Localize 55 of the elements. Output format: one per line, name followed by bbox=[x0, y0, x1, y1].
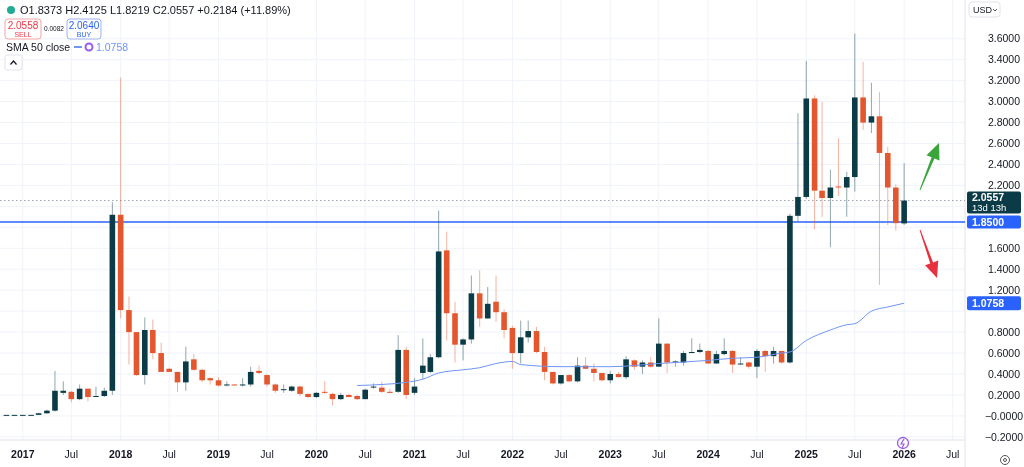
x-tick-label: Jul bbox=[750, 448, 764, 460]
y-tick-label: 2.8000 bbox=[987, 116, 1021, 129]
y-tick-label: −0.0000 bbox=[984, 409, 1024, 422]
currency-dropdown: USD bbox=[968, 1, 1001, 18]
x-tick-label: 2025 bbox=[794, 448, 819, 460]
candlestick bbox=[321, 380, 328, 395]
y-tick-label: 3.0000 bbox=[987, 95, 1021, 108]
candlestick bbox=[688, 337, 695, 354]
y-tick-label: 1.2000 bbox=[987, 283, 1021, 296]
y-tick-label: 2.4000 bbox=[987, 158, 1021, 171]
x-tick-label: Jul bbox=[848, 448, 862, 460]
y-tick-label: 0.4000 bbox=[987, 367, 1021, 380]
y-tick-label: 3.6000 bbox=[987, 32, 1021, 45]
candlestick bbox=[93, 386, 99, 398]
x-tick-label: 2026 bbox=[892, 448, 916, 460]
x-tick-label: 2020 bbox=[304, 448, 329, 460]
ref-line-label: 2.0557 bbox=[972, 191, 1005, 204]
annotation: 2.0640 bbox=[68, 20, 100, 31]
x-tick-label: Jul bbox=[64, 448, 79, 460]
x-tick-label: Jul bbox=[358, 448, 372, 460]
text: 13d 13h bbox=[972, 201, 1007, 213]
candlestick bbox=[387, 388, 393, 394]
x-tick-label: 2022 bbox=[500, 448, 525, 460]
line-series bbox=[356, 302, 905, 387]
x-tick-label: Jul bbox=[162, 448, 176, 460]
candlestick bbox=[224, 380, 230, 388]
y-tick-label: 0.8000 bbox=[987, 325, 1021, 338]
legend-label: SMA 50 close bbox=[6, 41, 71, 53]
y-tick-label: 0.2000 bbox=[987, 388, 1021, 401]
ref-line-label: 1.8500 bbox=[972, 215, 1005, 228]
y-tick-label: −0.2000 bbox=[984, 430, 1024, 443]
x-tick-label: 2018 bbox=[108, 448, 133, 460]
text: 1.0758 bbox=[972, 296, 1005, 309]
x-tick-label: 2019 bbox=[206, 448, 231, 460]
x-tick-label: Jul bbox=[945, 448, 960, 460]
annotation: 1.0758 bbox=[96, 41, 129, 53]
candlestick bbox=[256, 365, 262, 375]
x-tick-label: 2024 bbox=[696, 448, 720, 460]
y-tick-label: 1.4000 bbox=[987, 262, 1021, 275]
x-tick-label: 2021 bbox=[402, 448, 427, 460]
x-tick-label: Jul bbox=[652, 448, 666, 460]
y-tick-label: 0.6000 bbox=[987, 346, 1021, 359]
y-tick-label: 3.4000 bbox=[987, 53, 1021, 66]
x-tick-label: Jul bbox=[260, 448, 274, 460]
candlestick bbox=[591, 363, 597, 382]
y-tick-label: 1.6000 bbox=[987, 241, 1021, 254]
x-tick-label: 2017 bbox=[11, 448, 35, 460]
y-tick-label: 3.2000 bbox=[987, 74, 1021, 87]
y-tick-label: 2.6000 bbox=[987, 137, 1021, 150]
annotation: 2.0558 bbox=[7, 20, 39, 31]
annotation: O1.8373 H2.4125 L1.8219 C2.0557 +0.2184 (+11.89%) bbox=[20, 4, 291, 16]
x-tick-label: Jul bbox=[554, 448, 568, 460]
x-tick-label: Jul bbox=[456, 448, 470, 460]
y-tick-label: 2.2000 bbox=[987, 179, 1021, 192]
x-tick-label: 2023 bbox=[598, 448, 623, 460]
